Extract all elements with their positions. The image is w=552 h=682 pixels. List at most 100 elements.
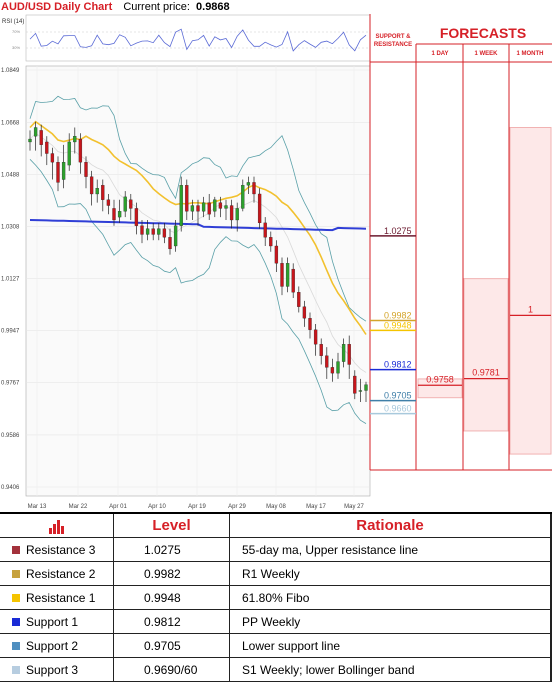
level-name: Resistance 1 bbox=[26, 590, 96, 605]
x-tick-label: Apr 01 bbox=[109, 504, 127, 510]
x-tick-label: May 08 bbox=[266, 504, 286, 510]
sr-label: 0.9948 bbox=[384, 320, 412, 330]
forecast-range bbox=[463, 278, 509, 432]
candle-body bbox=[179, 185, 183, 226]
level-value: 0.9948 bbox=[114, 586, 230, 609]
rsi-panel: RSI (14) 70% 30% bbox=[2, 14, 371, 62]
bollinger-upper bbox=[29, 95, 367, 322]
level-rationale: S1 Weekly; lower Bollinger band bbox=[230, 658, 552, 681]
candle-body bbox=[173, 225, 178, 247]
candle-body bbox=[162, 228, 167, 238]
candle-body bbox=[246, 182, 251, 186]
table-header: Level Rationale bbox=[0, 514, 552, 538]
level-rationale: PP Weekly bbox=[230, 610, 552, 633]
candle-body bbox=[280, 263, 284, 287]
y-tick-label: 1.0849 bbox=[1, 68, 20, 74]
candle-body bbox=[353, 375, 357, 394]
x-axis-ticks: Mar 13 Mar 22 Apr 01 Apr 10 Apr 19 Apr 29 May … bbox=[28, 504, 365, 510]
x-tick-label: Apr 19 bbox=[188, 504, 206, 510]
y-tick-label: 1.0127 bbox=[1, 277, 20, 283]
forecast-range bbox=[417, 378, 463, 399]
level-swatch bbox=[12, 617, 20, 626]
level-rationale: R1 Weekly bbox=[230, 562, 552, 585]
level-value: 0.9982 bbox=[114, 562, 230, 585]
level-rationale: Lower support line bbox=[230, 634, 552, 657]
level-swatch bbox=[12, 593, 20, 602]
candle-body bbox=[313, 329, 318, 345]
candle-body bbox=[201, 202, 206, 212]
level-value: 1.0275 bbox=[114, 538, 230, 561]
candle-body bbox=[274, 245, 279, 264]
candle-body bbox=[61, 162, 66, 180]
level-name: Support 3 bbox=[26, 662, 79, 677]
sr-label-1: SUPPORT & bbox=[375, 34, 411, 40]
table-row: Support 2 0.9705 Lower support line bbox=[0, 634, 552, 658]
candle-body bbox=[190, 205, 195, 212]
level-swatch bbox=[12, 569, 20, 578]
header-level: Level bbox=[114, 514, 230, 537]
forecast-value: 0.9758 bbox=[426, 374, 454, 384]
level-swatch bbox=[12, 545, 20, 554]
candle-body bbox=[39, 130, 43, 145]
levels-table: Level Rationale Resistance 3 1.0275 55-day… bbox=[0, 512, 552, 682]
candle-body bbox=[297, 292, 301, 307]
forecast-value: 1 bbox=[528, 304, 533, 314]
y-tick-label: 1.0668 bbox=[1, 120, 20, 126]
y-axis-ticks: 1.0849 1.0668 1.0488 1.0308 1.0127 0.9947 0.97… bbox=[1, 68, 20, 491]
level-name: Resistance 3 bbox=[26, 542, 96, 557]
x-tick-label: May 27 bbox=[344, 504, 364, 510]
candle-body bbox=[269, 237, 273, 247]
level-name: Support 1 bbox=[26, 614, 79, 629]
x-tick-label: Mar 13 bbox=[28, 504, 47, 510]
sr-label-2: RESISTANCE bbox=[374, 42, 412, 48]
candle-body bbox=[33, 127, 38, 137]
candle-body bbox=[235, 208, 239, 221]
candle-body bbox=[157, 228, 161, 235]
candle-body bbox=[50, 153, 55, 163]
candle-body bbox=[123, 196, 127, 212]
candle-body bbox=[341, 344, 346, 362]
level-name: Resistance 2 bbox=[26, 566, 96, 581]
level-rationale: 55-day ma, Upper resistance line bbox=[230, 538, 552, 561]
row-name-cell: Resistance 1 bbox=[0, 586, 114, 609]
rsi-frame bbox=[25, 14, 371, 62]
forecast-value: 0.9781 bbox=[472, 368, 500, 378]
x-tick-label: Apr 29 bbox=[228, 504, 246, 510]
candle-body bbox=[285, 263, 290, 287]
chart-title: AUD/USD Daily Chart bbox=[1, 1, 113, 13]
plot-frame bbox=[25, 65, 371, 497]
candle-body bbox=[145, 228, 150, 235]
row-name-cell: Support 2 bbox=[0, 634, 114, 657]
candle-body bbox=[229, 205, 234, 221]
candle-body bbox=[263, 222, 267, 238]
candle-body bbox=[112, 208, 116, 221]
candle-body bbox=[89, 176, 94, 195]
level-value: 0.9705 bbox=[114, 634, 230, 657]
table-row: Support 1 0.9812 PP Weekly bbox=[0, 610, 552, 634]
level-rationale: 61.80% Fibo bbox=[230, 586, 552, 609]
header-rationale: Rationale bbox=[230, 514, 552, 537]
candle-body bbox=[106, 199, 111, 206]
candle-body bbox=[95, 188, 99, 195]
candle-body bbox=[358, 390, 363, 392]
candle-body bbox=[129, 199, 133, 209]
candle-body bbox=[101, 185, 105, 200]
level-value: 0.9812 bbox=[114, 610, 230, 633]
y-tick-label: 1.0308 bbox=[1, 224, 20, 230]
candle-body bbox=[213, 199, 217, 212]
y-tick-label: 0.9767 bbox=[1, 381, 20, 387]
candles bbox=[28, 121, 368, 403]
candle-body bbox=[185, 185, 189, 212]
y-tick-label: 0.9947 bbox=[1, 329, 20, 335]
candle-body bbox=[330, 367, 335, 374]
candle-body bbox=[45, 141, 49, 154]
candle-body bbox=[224, 205, 228, 209]
x-tick-label: Apr 10 bbox=[148, 504, 166, 510]
candle-body bbox=[56, 162, 60, 183]
candle-body bbox=[319, 344, 323, 356]
bollinger-lower bbox=[29, 159, 367, 424]
candle-body bbox=[308, 318, 312, 330]
table-row: Resistance 1 0.9948 61.80% Fibo bbox=[0, 586, 552, 610]
candle-body bbox=[67, 141, 71, 166]
y-tick-label: 0.9586 bbox=[1, 433, 20, 439]
